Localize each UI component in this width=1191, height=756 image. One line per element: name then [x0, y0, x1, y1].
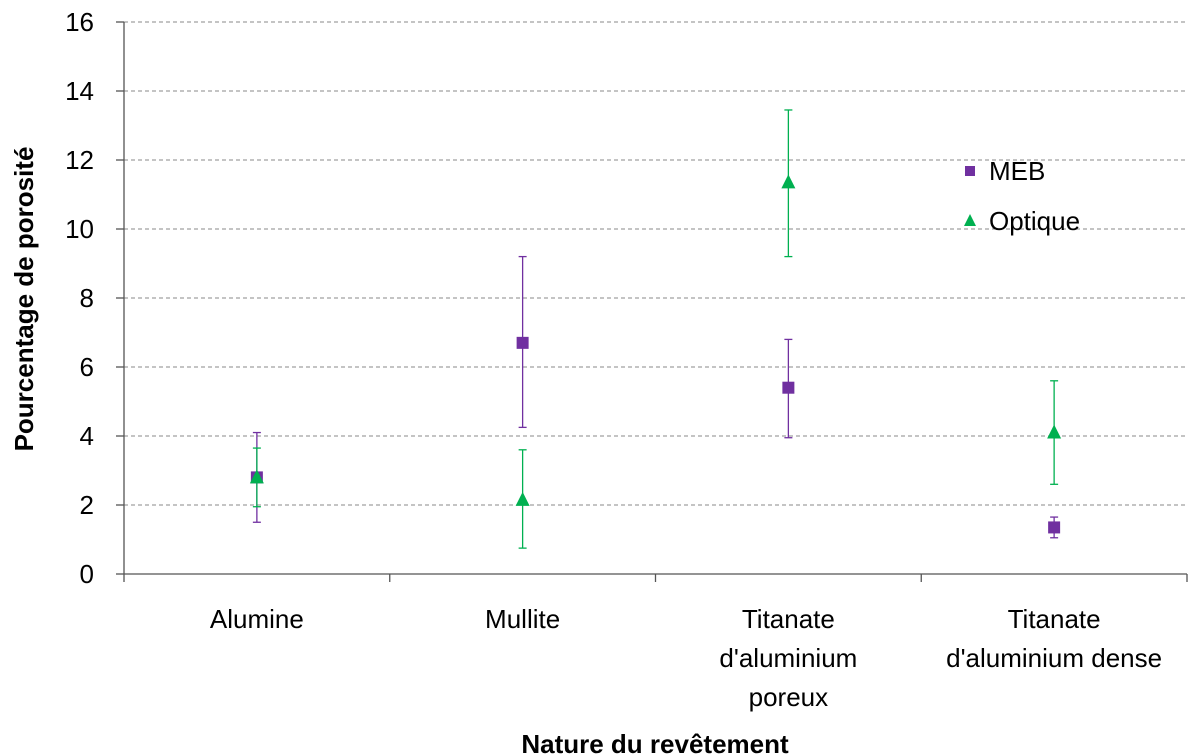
legend-marker-meb [965, 166, 975, 176]
point-meb [516, 336, 529, 349]
y-tick-label: 6 [80, 352, 94, 382]
point-optique [249, 469, 264, 484]
y-tick-label: 16 [65, 7, 94, 37]
x-tick-label: Titanate d'aluminium poreux [719, 604, 857, 712]
x-axis-title: Nature du revêtement [521, 729, 789, 756]
y-axis-ticks: 0 2 4 6 8 10 12 14 16 [65, 7, 124, 589]
legend-marker-optique [964, 214, 976, 226]
y-axis-title: Pourcentage de porosité [9, 147, 39, 452]
error-bars [252, 109, 1059, 549]
point-meb [1048, 521, 1061, 534]
x-tick-label: Alumine [210, 604, 304, 634]
y-tick-label: 2 [80, 490, 94, 520]
y-tick-label: 4 [80, 421, 94, 451]
gridlines [124, 21, 1187, 506]
y-tick-label: 8 [80, 283, 94, 313]
legend-label-optique: Optique [989, 206, 1080, 236]
legend: MEB Optique [964, 156, 1080, 236]
x-tick-label: Mullite [485, 604, 560, 634]
x-tick-label: Titanate d'aluminium dense [946, 604, 1162, 673]
point-optique [1047, 424, 1062, 439]
y-tick-label: 0 [80, 559, 94, 589]
point-optique [781, 174, 796, 189]
y-tick-label: 10 [65, 214, 94, 244]
y-tick-label: 14 [65, 76, 94, 106]
legend-label-meb: MEB [989, 156, 1045, 186]
point-optique [515, 491, 530, 506]
y-tick-label: 12 [65, 145, 94, 175]
data-points [249, 174, 1062, 534]
x-axis-ticks: Alumine Mullite Titanate d'aluminium poreux T… [123, 574, 1188, 712]
point-meb [782, 381, 795, 394]
